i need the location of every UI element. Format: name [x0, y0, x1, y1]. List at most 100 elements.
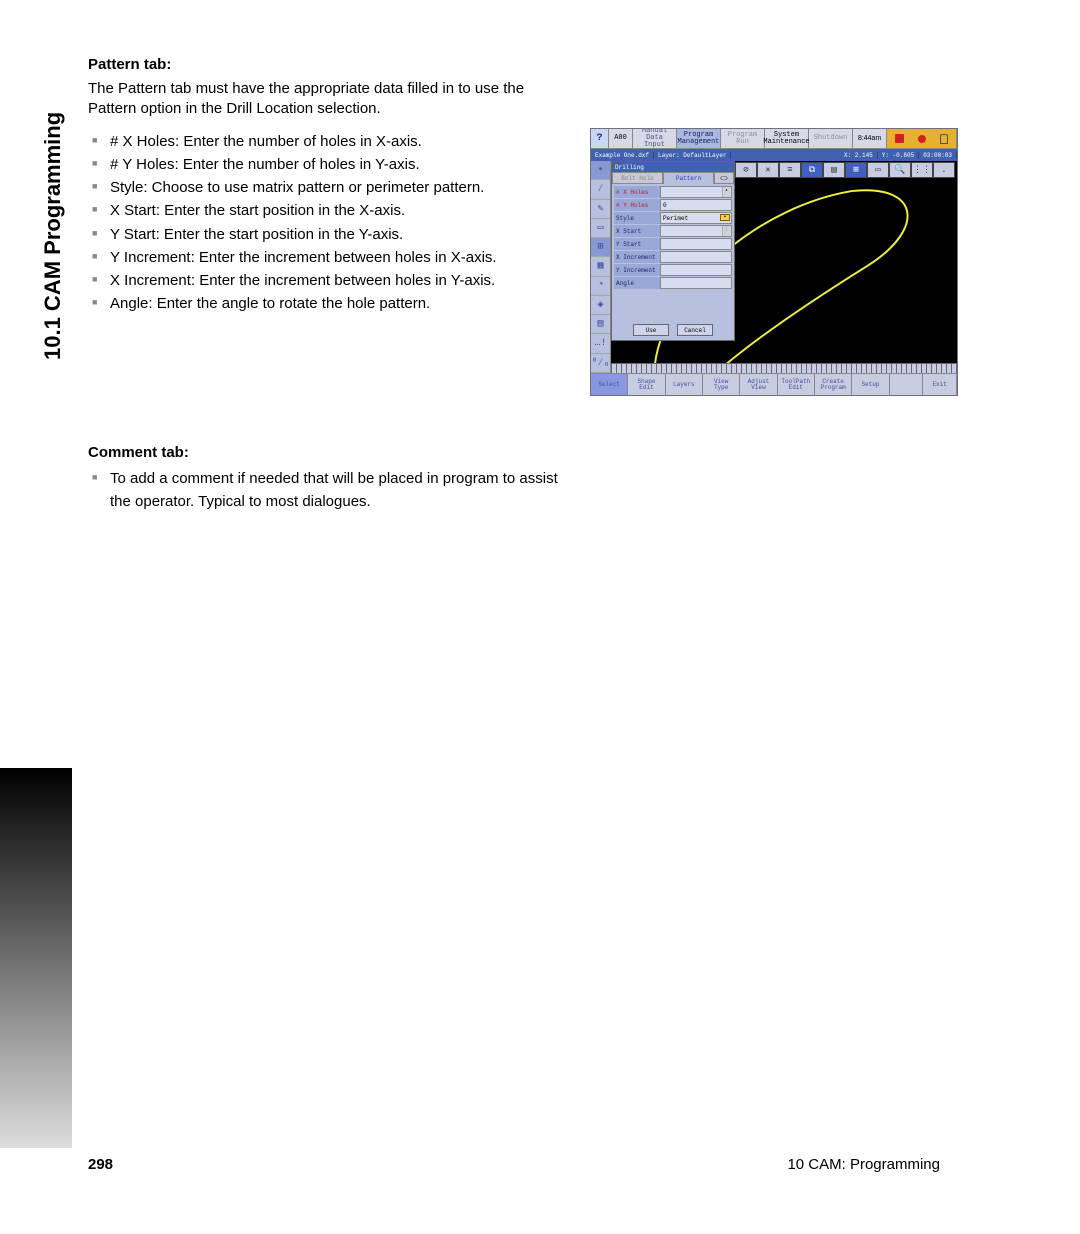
btn-shape-edit[interactable]: ShapeEdit: [628, 374, 665, 395]
icon-grid2[interactable]: ⊞: [845, 162, 867, 178]
icon-nosign[interactable]: ⊘: [735, 162, 757, 178]
style-select[interactable]: Perimet▾: [660, 212, 732, 224]
tool-point-icon[interactable]: •: [591, 161, 610, 180]
page-number: 298: [88, 1156, 113, 1173]
icon-sheet[interactable]: ▤: [823, 162, 845, 178]
tab-manual-data-input[interactable]: Manual DataInput: [633, 129, 677, 148]
list-item: To add a comment if needed that will be …: [92, 467, 582, 514]
tab-system-maintenance[interactable]: SystemMaintenance: [765, 129, 809, 148]
tab-shutdown[interactable]: Shutdown: [809, 129, 853, 148]
status-layer: Layer: DefaultLayer: [654, 152, 731, 159]
cam-top-iconrow: ⊘ ✕ ≡ ⧉ ▤ ⊞ ▭ 🔍 ⋮⋮ .: [735, 162, 956, 178]
field-label: X Increment: [614, 251, 660, 263]
icon-zoom[interactable]: 🔍: [889, 162, 911, 178]
tab-program-run[interactable]: Program Run: [721, 129, 765, 148]
tool-sheet-icon[interactable]: ▤: [591, 315, 610, 334]
list-item: Angle: Enter the angle to rotate the hol…: [92, 292, 572, 315]
list-item: X Increment: Enter the increment between…: [92, 269, 572, 292]
x-increment-input[interactable]: [660, 251, 732, 263]
btn-adjust-view[interactable]: AdjustView: [740, 374, 777, 395]
comment-heading: Comment tab:: [88, 444, 968, 461]
field-label: X Start: [614, 225, 660, 237]
cam-screenshot: ? A80 Manual DataInput ProgramManagement…: [590, 128, 958, 396]
status-y: Y: -0.605: [878, 152, 919, 159]
icon-dots[interactable]: ⋮⋮: [911, 162, 933, 178]
icon-window[interactable]: ▭: [867, 162, 889, 178]
field-label: # X Holes: [614, 186, 660, 198]
pattern-bullets: # X Holes: Enter the number of holes in …: [92, 130, 572, 316]
cam-top-menu: ? A80 Manual DataInput ProgramManagement…: [591, 129, 957, 149]
status-time: 03:08:03: [919, 152, 957, 159]
lock-icon: [940, 134, 948, 144]
cam-status-bar: Example One.dxf Layer: DefaultLayer X: 2…: [591, 149, 957, 161]
list-item: X Start: Enter the start position in the…: [92, 199, 572, 222]
y-holes-input[interactable]: 0: [660, 199, 732, 211]
tool-note-icon[interactable]: …!: [591, 334, 610, 353]
x-start-input[interactable]: ⋮: [660, 225, 732, 237]
field-label: # Y Holes: [614, 199, 660, 211]
btn-exit[interactable]: Exit: [923, 374, 957, 395]
tab-pattern[interactable]: Pattern: [663, 172, 714, 184]
status-x: X: 2.145: [840, 152, 878, 159]
dropdown-icon[interactable]: ▾: [720, 214, 730, 221]
icon-copy[interactable]: ⧉: [801, 162, 823, 178]
cam-left-toolbar: • ⁄ ✎ ▭ ⊞ ▦ ◔ ◈ ▤ …! ⁰⁄₀: [591, 161, 611, 373]
cancel-button[interactable]: Cancel: [677, 324, 713, 336]
status-file: Example One.dxf: [591, 152, 654, 159]
pattern-heading: Pattern tab:: [88, 56, 968, 73]
x-holes-input[interactable]: ▴: [660, 186, 732, 198]
list-item: # Y Holes: Enter the number of holes in …: [92, 153, 572, 176]
angle-input[interactable]: [660, 277, 732, 289]
comment-section: Comment tab: To add a comment if needed …: [88, 444, 968, 514]
mode-a80[interactable]: A80: [609, 129, 633, 148]
btn-view-type[interactable]: ViewType: [703, 374, 740, 395]
field-label: Y Start: [614, 238, 660, 250]
field-label: Style: [614, 212, 660, 224]
spinner-icon[interactable]: ▴: [722, 187, 730, 197]
y-increment-input[interactable]: [660, 264, 732, 276]
pattern-intro: The Pattern tab must have the appropriat…: [88, 79, 558, 120]
btn-setup[interactable]: Setup: [852, 374, 889, 395]
dialog-title: Drilling: [615, 164, 644, 171]
list-item: Style: Choose to use matrix pattern or p…: [92, 176, 572, 199]
record-icon: [918, 135, 926, 143]
tool-rect-icon[interactable]: ▭: [591, 219, 610, 238]
tool-diamond-icon[interactable]: ◈: [591, 296, 610, 315]
tool-table-icon[interactable]: ▦: [591, 257, 610, 276]
btn-mouse[interactable]: [890, 374, 924, 395]
icon-delete[interactable]: ✕: [757, 162, 779, 178]
list-item: # X Holes: Enter the number of holes in …: [92, 130, 572, 153]
tab-program-management[interactable]: ProgramManagement: [677, 129, 721, 148]
clock: 8:44am: [853, 129, 887, 148]
tab-link-icon[interactable]: ⊂⊃: [714, 172, 734, 184]
spinner-icon[interactable]: ⋮: [722, 226, 730, 236]
tool-ratio-icon[interactable]: ⁰⁄₀: [591, 354, 610, 373]
stop-icon: [895, 134, 904, 143]
tool-pencil-icon[interactable]: ✎: [591, 200, 610, 219]
btn-select[interactable]: Select: [591, 374, 628, 395]
dialog-titlebar: Drilling: [612, 162, 734, 172]
y-start-input[interactable]: [660, 238, 732, 250]
footer-chapter: 10 CAM: Programming: [787, 1156, 940, 1173]
field-label: Y Increment: [614, 264, 660, 276]
status-indicators: [887, 129, 957, 148]
btn-create-program[interactable]: CreateProgram: [815, 374, 852, 395]
field-label: Angle: [614, 277, 660, 289]
tab-bolt-hole[interactable]: Bolt Hole: [612, 172, 663, 184]
use-button[interactable]: Use: [633, 324, 669, 336]
btn-layers[interactable]: Layers: [666, 374, 703, 395]
section-side-tab: 10.1 CAM Programming: [40, 60, 68, 360]
cam-bottom-buttons: Select ShapeEdit Layers ViewType AdjustV…: [591, 373, 957, 395]
tool-arc-icon[interactable]: ◔: [591, 277, 610, 296]
tool-line-icon[interactable]: ⁄: [591, 180, 610, 199]
drilling-dialog: Drilling Bolt Hole Pattern ⊂⊃ # X Holes ▴…: [611, 161, 735, 341]
list-item: Y Increment: Enter the increment between…: [92, 246, 572, 269]
help-button[interactable]: ?: [591, 129, 609, 148]
btn-toolpath-edit[interactable]: ToolPathEdit: [778, 374, 815, 395]
tool-grid-icon[interactable]: ⊞: [591, 238, 610, 257]
dialog-fields: # X Holes ▴ # Y Holes0 StylePerimet▾ X St…: [612, 184, 734, 292]
icon-more[interactable]: .: [933, 162, 955, 178]
side-gradient-block: [0, 768, 72, 1148]
cam-ruler: [611, 363, 957, 373]
icon-list[interactable]: ≡: [779, 162, 801, 178]
